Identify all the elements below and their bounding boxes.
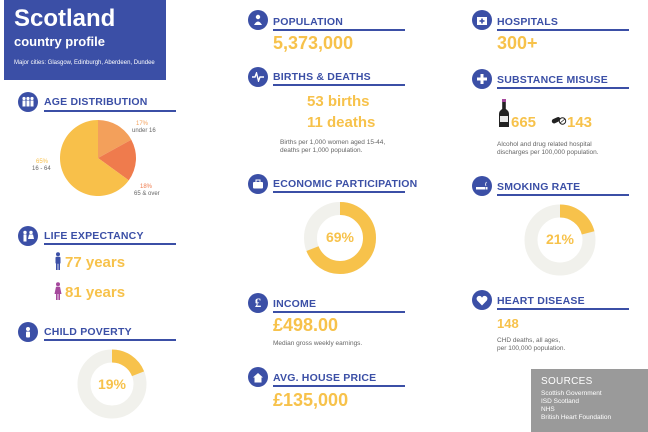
age-distribution-title: AGE DISTRIBUTION <box>44 96 148 108</box>
slice-label-65over: 65 & over <box>134 191 160 197</box>
divider <box>273 84 405 86</box>
divider <box>44 243 176 245</box>
medical-cross-icon <box>472 69 492 89</box>
divider <box>273 385 405 387</box>
male-life-expectancy: 77 years <box>65 254 125 271</box>
pound-icon: £ <box>248 293 268 313</box>
income-title: INCOME <box>273 298 317 310</box>
couple-icon <box>18 226 38 246</box>
source-item: Scottish Government <box>541 390 602 397</box>
economic-ring <box>304 202 376 274</box>
house-price-title: AVG. HOUSE PRICE <box>273 372 377 384</box>
female-life-expectancy: 81 years <box>65 284 125 301</box>
child-poverty-value: 19% <box>97 376 127 392</box>
substance-note-2: discharges per 100,000 population. <box>497 149 599 156</box>
divider <box>44 339 176 341</box>
hospitals-value: 300+ <box>497 33 538 53</box>
hospitals-title: HOSPITALS <box>497 16 559 28</box>
divider <box>273 191 405 193</box>
male-years: 77 years <box>65 254 126 271</box>
heartbeat-icon <box>248 67 268 87</box>
cigarette-icon <box>472 176 492 196</box>
economic-title: ECONOMIC PARTICIPATION <box>273 178 418 190</box>
female-years: 81 years <box>65 284 126 301</box>
divider <box>497 194 629 196</box>
pie-slice-65over <box>98 139 136 181</box>
briefcase-icon <box>248 174 268 194</box>
house-icon <box>248 367 268 387</box>
hospital-icon <box>472 10 492 30</box>
major-cities: Major cities: Glasgow, Edinburgh, Aberde… <box>14 60 155 66</box>
header-box: Scotland country profile Major cities: G… <box>4 0 166 80</box>
bottle-icon <box>498 99 510 133</box>
substance-note-1: Alcohol and drug related hospital <box>497 141 592 148</box>
source-item: British Heart Foundation <box>541 414 612 421</box>
births-deaths-title: BIRTHS & DEATHS <box>273 71 371 83</box>
page-subtitle: country profile <box>14 34 106 49</box>
divider <box>273 29 405 31</box>
slice-label-under16: under 16 <box>132 128 156 134</box>
population-title: POPULATION <box>273 16 344 28</box>
smoking-value: 21% <box>545 231 575 247</box>
births-deaths-note-1: Births per 1,000 women aged 15-44, <box>280 139 386 146</box>
heart-title: HEART DISEASE <box>497 295 585 307</box>
slice-label-under16-pct: 17% <box>136 121 149 127</box>
source-item: NHS <box>541 406 555 413</box>
child-poverty-ring <box>77 349 147 419</box>
heart-note-1: CHD deaths, all ages, <box>497 337 561 344</box>
ring-fill <box>304 202 376 274</box>
income-value: £498.00 <box>273 315 339 335</box>
population-icon <box>248 10 268 30</box>
divider <box>497 308 629 310</box>
smoking-ring <box>524 204 596 276</box>
child-poverty-title: CHILD POVERTY <box>44 326 132 338</box>
alcohol-value: 665 <box>511 114 537 131</box>
sources-box: SOURCES Scottish Government ISD Scotland… <box>531 369 648 432</box>
pie-slice-16to64 <box>59 120 129 196</box>
heart-icon <box>472 290 492 310</box>
heart-value: 148 <box>497 316 519 331</box>
economic-value: 69% <box>325 229 355 245</box>
divider <box>497 29 629 31</box>
income-note: Median gross weekly earnings. <box>273 340 363 347</box>
population-value: 5,373,000 <box>273 33 354 53</box>
births-deaths-note-2: deaths per 1,000 population. <box>280 147 363 154</box>
ring-fill <box>524 204 596 276</box>
heart-note-2: per 100,000 population. <box>497 345 566 352</box>
divider <box>497 87 629 89</box>
sources-title: SOURCES <box>541 376 593 387</box>
smoking-title: SMOKING RATE <box>497 181 581 193</box>
female-figure-icon <box>54 282 62 305</box>
page-title: Scotland <box>14 5 116 32</box>
people-icon <box>18 92 38 112</box>
divider <box>273 311 405 313</box>
deaths-value: 11 deaths <box>307 114 376 131</box>
slice-label-16to64: 16 - 64 <box>32 166 51 172</box>
source-item: ISD Scotland <box>541 398 579 405</box>
pie-slice-under16 <box>98 120 132 158</box>
divider <box>44 110 176 112</box>
age-pie-chart <box>59 120 136 196</box>
ring-fill <box>77 349 147 419</box>
male-figure-icon <box>54 252 62 275</box>
slice-label-16to64-pct: 65% <box>36 159 49 165</box>
births-value: 53 births <box>307 93 370 110</box>
life-expectancy-title: LIFE EXPECTANCY <box>44 230 144 242</box>
house-price-value: £135,000 <box>273 390 349 410</box>
substance-title: SUBSTANCE MISUSE <box>497 74 608 86</box>
drug-value: 143 <box>567 114 593 131</box>
pills-icon <box>551 113 567 132</box>
slice-label-65over-pct: 18% <box>140 184 153 190</box>
child-icon <box>18 322 38 342</box>
